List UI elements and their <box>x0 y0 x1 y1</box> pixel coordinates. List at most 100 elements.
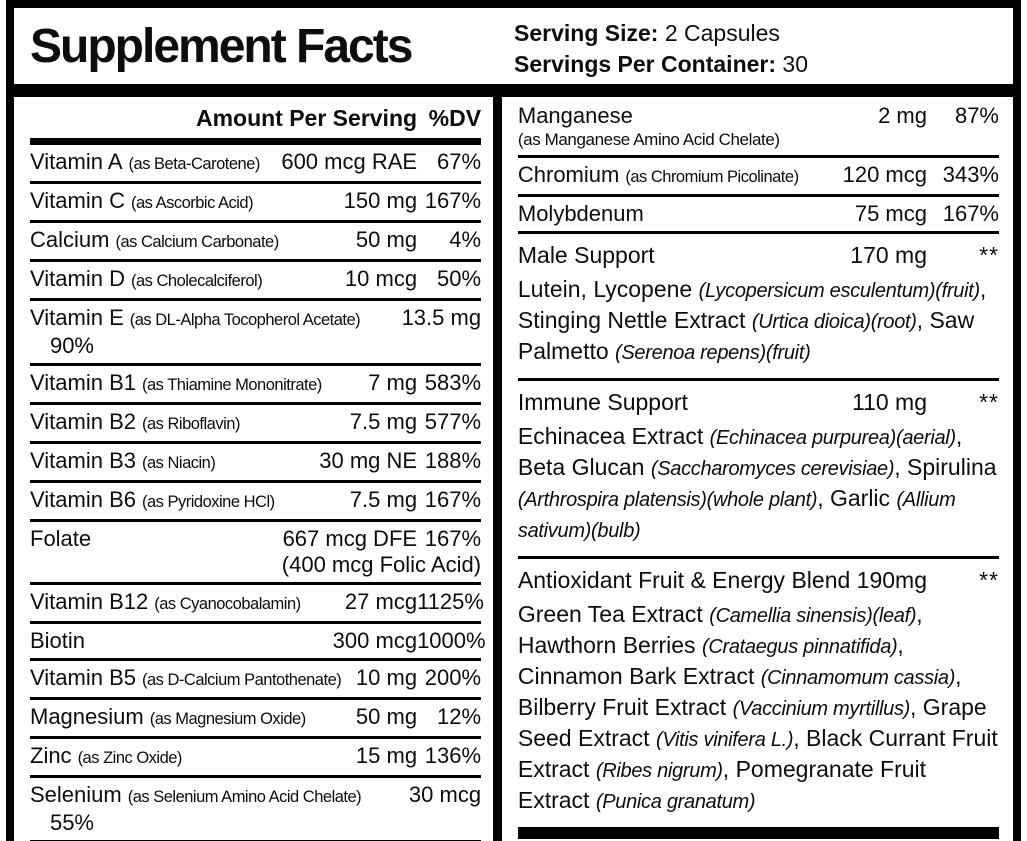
nutrient-dv: 87% <box>954 103 999 128</box>
nutrient-row: Manganese 2 mg 87% (as Manganese Amino A… <box>517 99 999 158</box>
nutrient-amount: 10 mg <box>355 665 418 690</box>
ingredient-text: , Black Currant Fruit Extract <box>517 725 998 782</box>
botanical-name: (Camellia sinensis)(leaf) <box>709 605 917 627</box>
nutrient-form: (as Ascorbic Acid) <box>130 194 254 212</box>
ingredient-text: Lutein, Lycopene <box>517 276 699 302</box>
blend-name: Antioxidant Fruit & Energy Blend 190mg <box>517 567 927 593</box>
blend-header: Antioxidant Fruit & Energy Blend 190mg *… <box>518 564 999 600</box>
nutrient-form: (as Magnesium Oxide) <box>149 710 306 728</box>
ingredient-text: Green Tea Extract <box>517 601 710 627</box>
nutrient-dv: 167% <box>424 526 482 551</box>
blend-header: Immune Support 110 mg ** <box>518 386 999 422</box>
ingredient-text: , Pomegranate Fruit Extract <box>517 756 927 813</box>
nutrient-row: Calcium (as Calcium Carbonate) 50 mg 4% <box>30 223 482 262</box>
nutrient-amount: 7.5 mg <box>349 409 418 434</box>
nutrient-row: Vitamin B2 (as Riboflavin) 7.5 mg 577% <box>30 405 482 444</box>
nutrient-form: (as Riboflavin) <box>141 415 240 433</box>
nutrient-amount: 50 mg <box>355 704 418 729</box>
nutrient-form: (as DL-Alpha Tocopherol Acetate) <box>129 311 361 329</box>
header-thick-rule <box>14 84 1013 97</box>
blend-dv: ** <box>979 567 999 593</box>
page-title: Supplement Facts <box>30 20 413 73</box>
nutrient-name: Vitamin B6 <box>30 487 136 512</box>
amount-per-serving-header: Amount Per Serving <box>195 105 418 131</box>
blend-name: Immune Support <box>517 389 688 415</box>
nutrient-form: (as Beta-Carotene) <box>128 155 261 173</box>
nutrient-amount: 10 mcg <box>344 266 418 291</box>
ingredient-text: , Bilberry Fruit Extract <box>517 663 962 720</box>
nutrient-amount: 7.5 mg <box>349 487 418 512</box>
botanical-name: (Crataegus pinnatifida) <box>701 636 898 658</box>
nutrient-dv: 136% <box>424 743 482 768</box>
nutrient-dv: 583% <box>424 370 482 395</box>
left-column: Amount Per Serving %DV Vitamin A (as Bet… <box>14 97 493 841</box>
nutrient-dv: 4% <box>449 227 482 252</box>
nutrient-form: (as Thiamine Mononitrate) <box>141 376 322 394</box>
servings-per-container-value: 30 <box>776 51 809 77</box>
nutrient-row: Zinc (as Zinc Oxide) 15 mg 136% <box>30 739 482 778</box>
nutrient-form: (as Chromium Picolinate) <box>625 168 799 186</box>
nutrient-amount: 13.5 mg <box>401 305 482 330</box>
botanical-name: (Punica granatum) <box>595 791 756 813</box>
nutrient-row: Magnesium (as Magnesium Oxide) 50 mg 12% <box>30 700 482 739</box>
nutrient-amount: 50 mg <box>355 227 418 252</box>
botanical-name: (Allium sativum)(bulb) <box>517 489 956 542</box>
ingredient-text: Echinacea Extract <box>517 423 710 449</box>
nutrient-form: (as Niacin) <box>141 454 216 472</box>
nutrient-table: Vitamin A (as Beta-Carotene) 600 mcg RAE… <box>30 145 486 841</box>
botanical-name: (Vitis vinifera L.) <box>655 729 794 751</box>
nutrient-row: Biotin 300 mcg 1000% <box>30 624 486 661</box>
blend-sections: Male Support 170 mg ** Lutein, Lycopene … <box>517 234 999 827</box>
ingredient-text: , Garlic <box>817 485 897 511</box>
nutrient-dv: 343% <box>942 162 999 187</box>
nutrient-amount: 150 mg <box>343 188 418 213</box>
nutrient-name: Vitamin E <box>30 305 124 330</box>
nutrient-dv: 50% <box>437 266 482 291</box>
nutrient-name: Magnesium <box>30 704 144 729</box>
blend-ingredients: Echinacea Extract (Echinacea purpurea)(a… <box>518 422 999 546</box>
nutrient-name: Vitamin A <box>30 149 123 174</box>
nutrient-row: Folate 667 mcg DFE 167% (400 mcg Folic A… <box>30 522 482 585</box>
blend-section: Male Support 170 mg ** Lutein, Lycopene … <box>517 234 999 381</box>
nutrient-dv: 167% <box>942 201 999 226</box>
botanical-name: (Cinnamomum cassia) <box>760 667 956 689</box>
botanical-name: (Arthrospira platensis)(whole plant) <box>517 489 818 511</box>
nutrient-form: (as Pyridoxine HCl) <box>141 493 275 511</box>
footnote-rule <box>517 827 999 839</box>
nutrient-name: Vitamin B1 <box>30 370 136 395</box>
nutrient-row: Vitamin B12 (as Cyanocobalamin) 27 mcg 1… <box>30 585 484 624</box>
nutrient-dv: 167% <box>424 188 482 213</box>
botanical-name: (Echinacea purpurea)(aerial) <box>709 427 956 449</box>
serving-size-line: Serving Size: 2 Capsules <box>514 18 1005 49</box>
nutrient-row: Vitamin B6 (as Pyridoxine HCl) 7.5 mg 16… <box>30 483 482 522</box>
ingredient-text: , Grape Seed Extract <box>517 694 987 751</box>
supplement-facts-panel: Supplement Facts Serving Size: 2 Capsule… <box>6 0 1021 841</box>
nutrient-name: Biotin <box>30 628 86 653</box>
nutrient-row: Vitamin B3 (as Niacin) 30 mg NE 188% <box>30 444 482 483</box>
blend-section: Antioxidant Fruit & Energy Blend 190mg *… <box>518 559 999 827</box>
blend-ingredients: Lutein, Lycopene (Lycopersicum esculentu… <box>518 275 999 368</box>
nutrient-name: Vitamin B2 <box>30 409 136 434</box>
nutrient-row: Vitamin A (as Beta-Carotene) 600 mcg RAE… <box>30 145 482 184</box>
nutrient-name: Chromium <box>517 162 620 187</box>
nutrient-dv: 1125% <box>417 589 484 614</box>
botanical-name: (Lycopersicum esculentum)(fruit) <box>698 280 981 302</box>
nutrient-amount: 15 mg <box>355 743 418 768</box>
left-column-header: Amount Per Serving %DV <box>30 99 481 136</box>
blend-dv: ** <box>979 242 999 268</box>
mineral-table: Manganese 2 mg 87% (as Manganese Amino A… <box>517 99 999 234</box>
nutrient-name: Selenium <box>30 782 122 807</box>
nutrient-row: Vitamin B5 (as D-Calcium Pantothenate) 1… <box>30 661 482 700</box>
facts-columns: Amount Per Serving %DV Vitamin A (as Bet… <box>14 97 1013 841</box>
blend-name: Male Support <box>517 242 655 268</box>
nutrient-row: Vitamin C (as Ascorbic Acid) 150 mg 167% <box>30 184 482 223</box>
nutrient-row: Chromium (as Chromium Picolinate) 120 mc… <box>517 158 999 197</box>
nutrient-form: (as Selenium Amino Acid Chelate) <box>127 788 362 806</box>
ingredient-text: , Hawthorn Berries <box>517 601 923 658</box>
nutrient-name: Folate <box>30 526 92 551</box>
blend-amount: 110 mg <box>851 389 927 415</box>
nutrient-amount: 7 mg <box>368 370 418 395</box>
nutrient-dv: 188% <box>424 448 482 473</box>
blend-ingredients: Green Tea Extract (Camellia sinensis)(le… <box>518 600 999 817</box>
botanical-name: (Ribes nigrum) <box>595 760 723 782</box>
